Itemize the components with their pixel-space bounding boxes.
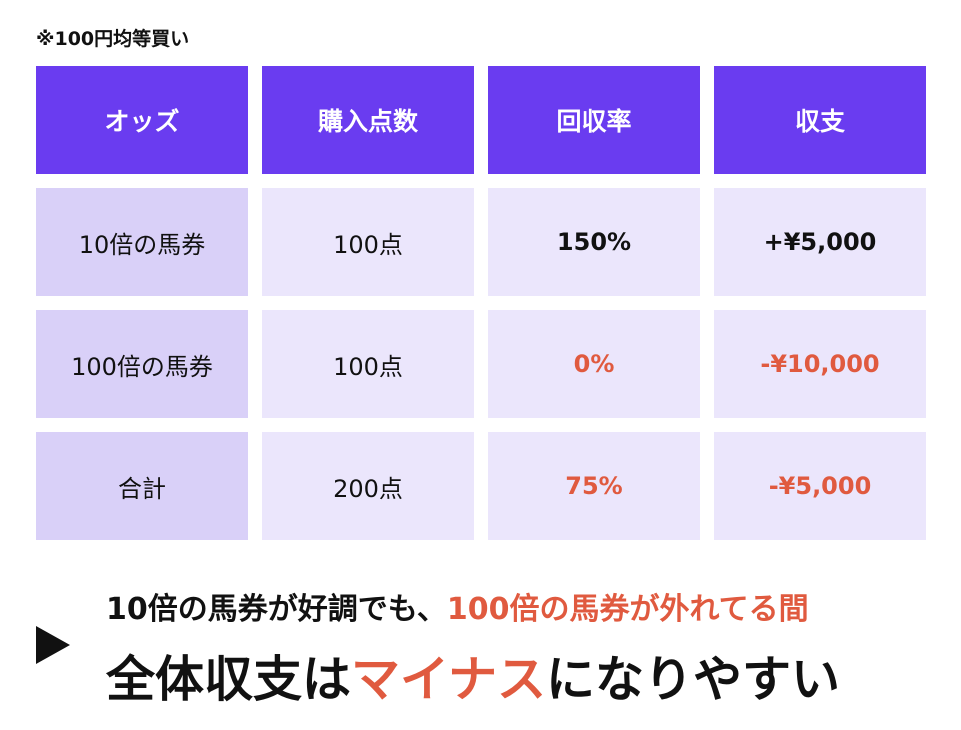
header-odds: オッズ — [36, 66, 248, 174]
summary-block: 10倍の馬券が好調でも、100倍の馬券が外れてる間 全体収支はマイナスになりやす… — [36, 580, 936, 720]
row3-label: 合計 — [36, 432, 248, 540]
row2-points: 100点 — [262, 310, 474, 418]
play-arrow-icon — [36, 626, 70, 664]
row1-label: 10倍の馬券 — [36, 188, 248, 296]
row2-balance: -¥10,000 — [714, 310, 926, 418]
betting-table: オッズ 購入点数 回収率 収支 10倍の馬券 100点 150% +¥5,000… — [36, 66, 926, 540]
note-text: ※100円均等買い — [36, 28, 190, 50]
summary-line-2: 全体収支はマイナスになりやすい — [106, 640, 840, 711]
summary-line-1-accent: 100倍の馬券が外れてる間 — [446, 592, 809, 627]
summary-line-1-text: 10倍の馬券が好調でも、 — [106, 592, 447, 627]
header-balance: 収支 — [714, 66, 926, 174]
summary-line-1: 10倍の馬券が好調でも、100倍の馬券が外れてる間 — [106, 584, 809, 628]
row1-rate: 150% — [488, 188, 700, 296]
row3-balance: -¥5,000 — [714, 432, 926, 540]
header-points: 購入点数 — [262, 66, 474, 174]
row1-balance: +¥5,000 — [714, 188, 926, 296]
summary-line-2-accent: マイナス — [351, 651, 547, 708]
row1-points: 100点 — [262, 188, 474, 296]
row2-label: 100倍の馬券 — [36, 310, 248, 418]
header-return-rate: 回収率 — [488, 66, 700, 174]
summary-line-2-text-a: 全体収支は — [106, 651, 352, 708]
row3-rate: 75% — [488, 432, 700, 540]
row2-rate: 0% — [488, 310, 700, 418]
row3-points: 200点 — [262, 432, 474, 540]
summary-line-2-text-c: になりやすい — [546, 651, 841, 708]
